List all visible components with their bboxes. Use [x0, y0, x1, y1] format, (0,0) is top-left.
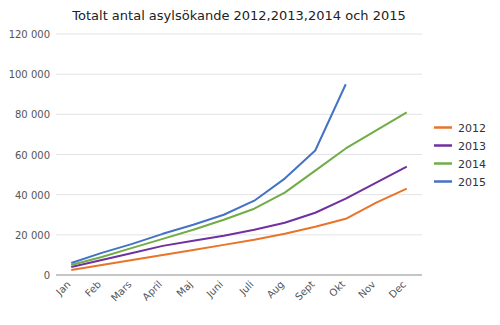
y-tick-label: 120 000 — [9, 29, 50, 40]
grid-line — [56, 34, 422, 35]
y-tick-label: 20 000 — [15, 230, 50, 241]
grid-line — [56, 275, 422, 276]
legend-swatch — [434, 144, 452, 147]
legend: 2012 2013 2014 2015 — [434, 122, 486, 189]
x-tick-label: Aug — [265, 279, 287, 301]
x-tick-label: Mars — [109, 279, 134, 304]
legend-swatch — [434, 126, 452, 129]
chart: Totalt antal asylsökande 2012,2013,2014 … — [0, 0, 500, 325]
y-axis: 0 20 000 40 000 60 000 80 000 100 000 120 000 — [9, 29, 422, 281]
grid-line — [56, 114, 422, 115]
y-tick-label: 100 000 — [9, 69, 50, 80]
y-tick-label: 40 000 — [15, 190, 50, 201]
x-tick-label: Juli — [237, 279, 256, 298]
grid-line — [56, 74, 422, 75]
series-line — [71, 84, 346, 263]
title: Totalt antal asylsökande 2012,2013,2014 … — [71, 8, 405, 23]
lines — [71, 84, 407, 270]
x-tick-label: Jan — [53, 279, 72, 298]
legend-swatch — [434, 180, 452, 183]
x-axis: Jan Feb MarsApril Maj Juni Juli Aug Sept Okt Nov D… — [53, 279, 408, 304]
series-line — [71, 112, 407, 265]
x-axis-line — [56, 275, 422, 276]
x-tick-label: Nov — [356, 279, 378, 301]
y-tick-label: 80 000 — [15, 109, 50, 120]
grid-line — [56, 194, 422, 195]
grid-line — [56, 234, 422, 235]
y-tick-label: 60 000 — [15, 150, 50, 161]
x-tick-label: Feb — [83, 279, 103, 299]
grid-line — [56, 154, 422, 155]
x-tick-label: April — [140, 279, 164, 303]
legend-swatch — [434, 162, 452, 165]
x-tick-label: Okt — [327, 279, 347, 299]
y-tick-label: 0 — [44, 270, 50, 281]
legend-label: 2012 — [458, 122, 486, 135]
x-tick-label: Maj — [174, 279, 194, 299]
legend-label: 2013 — [458, 140, 486, 153]
series-line — [71, 189, 407, 270]
x-tick-label: Sept — [293, 279, 317, 303]
legend-label: 2015 — [458, 176, 486, 189]
x-tick-label: Dec — [387, 279, 408, 300]
x-tick-label: Juni — [204, 279, 226, 301]
legend-label: 2014 — [458, 158, 486, 171]
